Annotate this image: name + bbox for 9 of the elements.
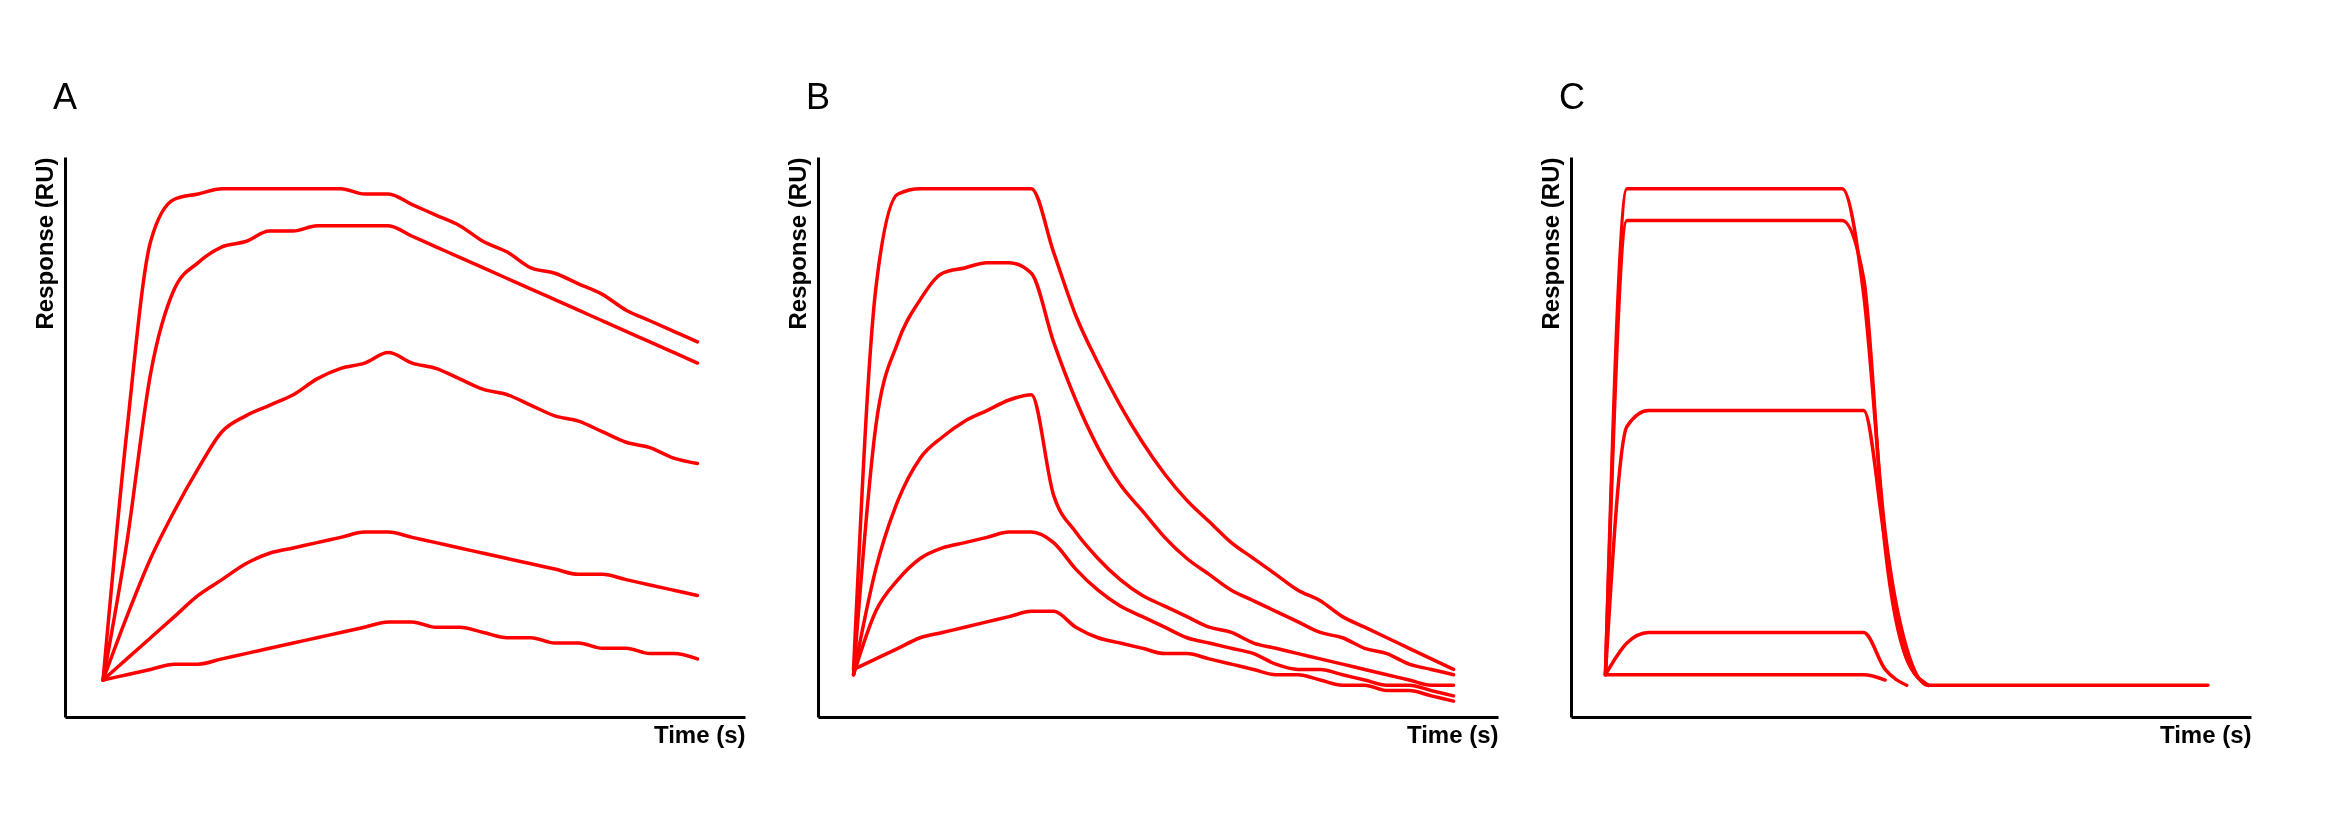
chart-title: C: [1559, 76, 1585, 117]
y-axis-title: Response (RU): [1536, 157, 1564, 330]
chart-title: A: [53, 76, 78, 117]
y-axis-title: Response (RU): [30, 157, 58, 330]
x-axis-title: Time (s): [1406, 720, 1499, 748]
x-axis-title: Time (s): [2159, 720, 2252, 748]
y-axis-title: Response (RU): [783, 157, 811, 330]
x-axis-title: Time (s): [653, 720, 746, 748]
chart-title: B: [806, 76, 831, 117]
